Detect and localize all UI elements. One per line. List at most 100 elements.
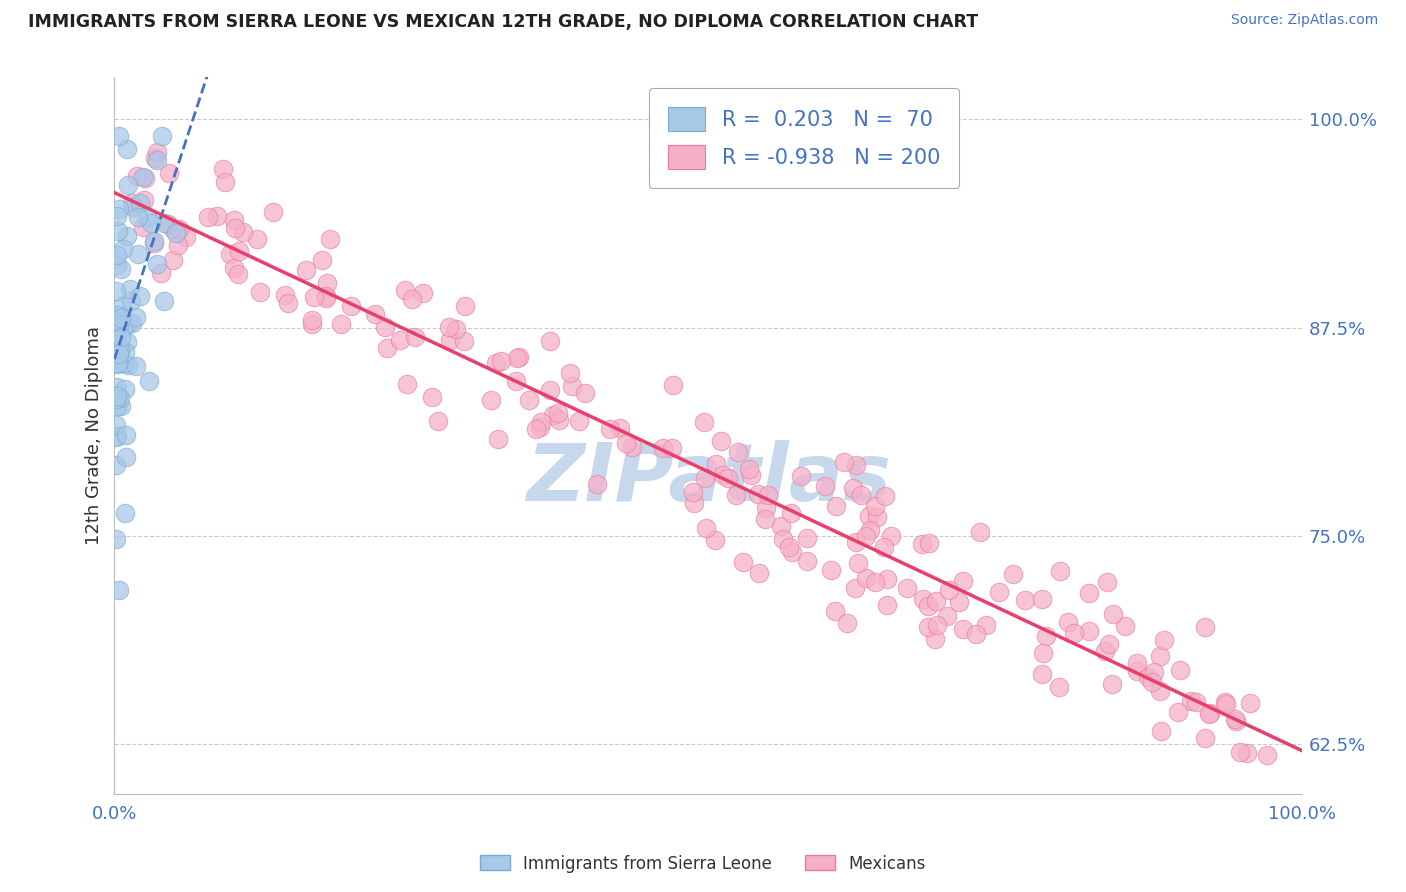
Point bbox=[1077, 624, 1099, 638]
Point bbox=[876, 572, 898, 586]
Point bbox=[1229, 745, 1251, 759]
Point bbox=[824, 604, 846, 618]
Point bbox=[704, 533, 727, 547]
Point bbox=[427, 414, 450, 428]
Point bbox=[112, 322, 135, 336]
Point bbox=[1167, 705, 1189, 719]
Point bbox=[212, 161, 235, 176]
Point bbox=[437, 319, 460, 334]
Point bbox=[143, 234, 166, 248]
Point bbox=[114, 382, 136, 396]
Point bbox=[873, 489, 896, 503]
Point bbox=[104, 284, 127, 298]
Point bbox=[222, 213, 245, 227]
Point bbox=[938, 583, 960, 598]
Point bbox=[262, 204, 284, 219]
Point bbox=[779, 506, 801, 520]
Point bbox=[1063, 626, 1085, 640]
Point bbox=[114, 506, 136, 520]
Point bbox=[974, 618, 997, 632]
Point bbox=[1239, 696, 1261, 710]
Point bbox=[143, 236, 166, 251]
Point bbox=[704, 457, 727, 471]
Point bbox=[394, 284, 416, 298]
Point bbox=[224, 220, 246, 235]
Point bbox=[277, 296, 299, 310]
Point bbox=[614, 436, 637, 450]
Point bbox=[104, 308, 127, 322]
Point bbox=[197, 210, 219, 224]
Point bbox=[912, 592, 935, 607]
Point bbox=[824, 499, 846, 513]
Point bbox=[157, 166, 180, 180]
Point bbox=[110, 330, 132, 344]
Point bbox=[1198, 706, 1220, 721]
Point bbox=[842, 481, 865, 495]
Point bbox=[107, 224, 129, 238]
Point bbox=[772, 533, 794, 547]
Point bbox=[844, 581, 866, 595]
Point bbox=[105, 429, 128, 443]
Point bbox=[145, 152, 167, 166]
Point bbox=[1180, 694, 1202, 708]
Point bbox=[1035, 629, 1057, 643]
Point bbox=[117, 316, 139, 330]
Point bbox=[790, 469, 813, 483]
Point bbox=[104, 332, 127, 346]
Point bbox=[925, 618, 948, 632]
Point bbox=[917, 620, 939, 634]
Point bbox=[486, 432, 509, 446]
Point bbox=[301, 317, 323, 331]
Point bbox=[127, 210, 149, 224]
Point bbox=[105, 380, 128, 394]
Point bbox=[1256, 748, 1278, 763]
Point bbox=[855, 571, 877, 585]
Point bbox=[104, 458, 127, 472]
Point bbox=[778, 540, 800, 554]
Point bbox=[111, 299, 134, 313]
Point bbox=[924, 594, 946, 608]
Point bbox=[108, 128, 131, 143]
Point bbox=[107, 318, 129, 333]
Point bbox=[146, 257, 169, 271]
Point bbox=[693, 415, 716, 429]
Point bbox=[769, 519, 792, 533]
Point bbox=[820, 563, 842, 577]
Point bbox=[717, 471, 740, 485]
Point bbox=[1215, 697, 1237, 711]
Point bbox=[727, 445, 749, 459]
Point bbox=[364, 307, 387, 321]
Point bbox=[538, 334, 561, 348]
Point bbox=[117, 358, 139, 372]
Point bbox=[420, 390, 443, 404]
Point bbox=[917, 599, 939, 614]
Point bbox=[412, 285, 434, 300]
Point bbox=[128, 196, 150, 211]
Point bbox=[124, 359, 146, 373]
Point bbox=[1225, 714, 1247, 728]
Point bbox=[845, 458, 868, 472]
Point bbox=[105, 258, 128, 272]
Point bbox=[876, 599, 898, 613]
Point bbox=[1094, 644, 1116, 658]
Point bbox=[538, 384, 561, 398]
Point bbox=[508, 350, 530, 364]
Point bbox=[108, 583, 131, 598]
Point bbox=[146, 145, 169, 160]
Point bbox=[505, 374, 527, 388]
Point bbox=[127, 247, 149, 261]
Point bbox=[845, 535, 868, 549]
Point bbox=[224, 260, 246, 275]
Point bbox=[404, 329, 426, 343]
Point bbox=[125, 169, 148, 183]
Point bbox=[311, 252, 333, 267]
Point bbox=[117, 229, 139, 244]
Point bbox=[249, 285, 271, 299]
Point bbox=[120, 293, 142, 308]
Point bbox=[132, 169, 155, 184]
Point bbox=[1126, 656, 1149, 670]
Point bbox=[105, 248, 128, 262]
Point bbox=[104, 392, 127, 406]
Point bbox=[104, 326, 127, 340]
Point bbox=[756, 488, 779, 502]
